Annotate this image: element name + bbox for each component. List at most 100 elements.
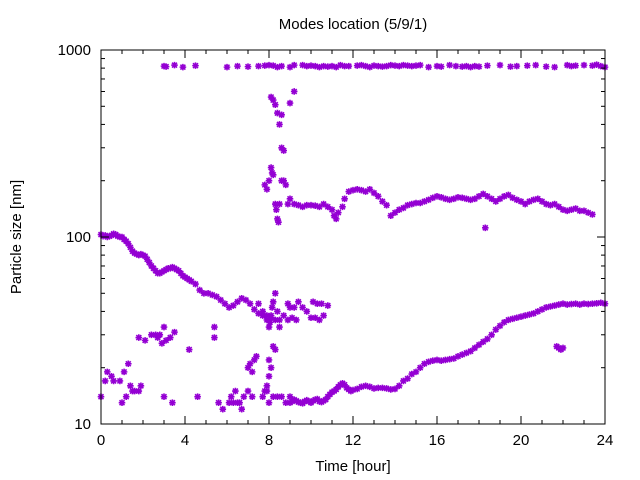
data-point	[509, 315, 516, 323]
data-point	[230, 302, 237, 309]
data-point	[500, 193, 508, 200]
data-point	[488, 331, 495, 339]
data-point	[442, 195, 449, 203]
data-point	[269, 343, 277, 350]
data-point	[265, 356, 273, 364]
data-point	[412, 62, 420, 69]
data-point	[454, 194, 462, 201]
data-point	[316, 63, 323, 71]
data-point	[437, 357, 445, 365]
y-tick-label: 100	[66, 229, 91, 246]
data-point	[446, 355, 453, 363]
data-point	[160, 393, 168, 400]
data-point	[452, 62, 460, 70]
data-point	[234, 62, 241, 70]
data-point	[335, 209, 342, 216]
data-point	[246, 360, 254, 368]
data-point	[221, 300, 229, 307]
data-point	[275, 218, 282, 226]
data-point	[303, 201, 311, 209]
data-point	[267, 93, 275, 101]
data-point	[267, 164, 275, 171]
data-point	[530, 310, 537, 317]
data-point	[521, 200, 529, 208]
data-point	[274, 109, 281, 117]
data-point	[328, 206, 336, 213]
data-point	[148, 331, 155, 339]
data-point	[259, 308, 266, 315]
data-point	[307, 201, 315, 209]
data-point	[269, 171, 277, 179]
axes: 0 4 8 12 16 20 24 10 100 1000	[58, 42, 614, 449]
data-point	[192, 280, 199, 288]
data-point	[141, 337, 149, 344]
data-point	[597, 62, 605, 70]
data-point	[316, 203, 323, 211]
data-point	[280, 312, 287, 319]
data-point	[513, 196, 521, 204]
data-point	[266, 318, 274, 326]
data-point	[276, 323, 283, 331]
data-point	[488, 195, 495, 203]
data-point	[408, 370, 416, 378]
data-point	[127, 382, 134, 390]
x-axis-label: Time [hour]	[315, 458, 390, 475]
data-point	[251, 306, 258, 313]
data-point	[400, 377, 407, 385]
data-point	[272, 101, 279, 108]
data-point	[246, 300, 254, 307]
data-point	[236, 399, 243, 406]
data-point	[551, 200, 558, 208]
data-point	[467, 347, 474, 355]
data-point	[538, 306, 546, 313]
data-point	[213, 293, 220, 300]
data-point	[238, 295, 245, 302]
data-point	[471, 344, 479, 352]
data-point	[280, 147, 287, 154]
data-point	[273, 206, 280, 213]
data-point	[463, 195, 470, 203]
data-point	[116, 377, 124, 385]
data-point	[446, 196, 453, 204]
data-point	[261, 62, 269, 69]
data-point	[179, 63, 187, 71]
data-point	[412, 199, 420, 207]
data-point	[576, 301, 584, 308]
data-point	[341, 195, 348, 203]
x-tick-label: 12	[345, 432, 362, 449]
data-point	[282, 399, 290, 406]
data-point	[484, 193, 491, 200]
data-point	[555, 203, 563, 211]
data-point	[450, 195, 458, 203]
data-point	[450, 355, 458, 362]
data-point	[311, 202, 319, 210]
data-point	[244, 387, 252, 395]
data-point	[492, 198, 500, 205]
data-point	[395, 382, 403, 390]
data-point	[225, 399, 233, 406]
data-point	[507, 63, 514, 70]
data-point	[311, 314, 319, 322]
data-point	[597, 299, 605, 307]
data-point	[383, 62, 390, 70]
data-point	[521, 312, 529, 319]
data-point	[227, 393, 235, 400]
data-point	[366, 185, 374, 193]
data-point	[505, 191, 512, 199]
data-point	[429, 357, 437, 365]
data-point	[263, 316, 271, 324]
data-point	[131, 387, 138, 395]
data-point	[272, 200, 279, 208]
data-point	[282, 181, 290, 189]
data-point	[337, 61, 344, 69]
data-points	[97, 61, 609, 413]
data-point	[454, 353, 462, 360]
data-point	[230, 399, 237, 406]
data-point	[513, 314, 521, 322]
data-point	[278, 393, 285, 400]
data-point	[309, 298, 317, 306]
data-point	[458, 194, 466, 202]
data-point	[467, 196, 474, 204]
data-point	[265, 323, 273, 331]
data-point	[276, 316, 283, 324]
